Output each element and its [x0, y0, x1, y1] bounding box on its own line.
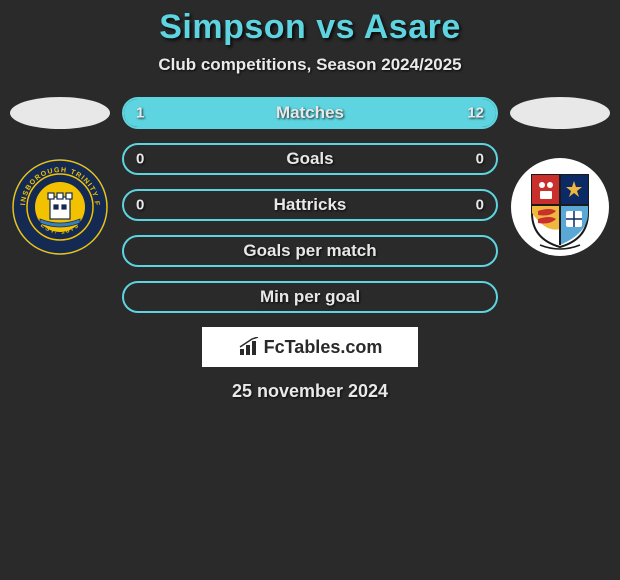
- date-text: 25 november 2024: [0, 381, 620, 402]
- gainsborough-crest-icon: GAINSBOROUGH TRINITY F.C. EST. 1873: [10, 157, 110, 257]
- stat-value-right: 0: [476, 151, 484, 168]
- stats-column: 1 Matches 12 0 Goals 0 0 Hattricks 0 Goa…: [118, 97, 502, 313]
- branding-box: FcTables.com: [202, 327, 418, 367]
- page-title: Simpson vs Asare: [0, 8, 620, 47]
- comparison-card: Simpson vs Asare Club competitions, Seas…: [0, 0, 620, 402]
- stat-row-goals: 0 Goals 0: [122, 143, 498, 175]
- stat-value-right: 0: [476, 197, 484, 214]
- stat-row-min-per-goal: Min per goal: [122, 281, 498, 313]
- stat-value-right: 12: [467, 105, 484, 122]
- stat-label: Min per goal: [124, 287, 496, 307]
- player-photo-placeholder: [510, 97, 610, 129]
- stat-row-matches: 1 Matches 12: [122, 97, 498, 129]
- right-club-crest: [510, 157, 610, 257]
- stat-row-goals-per-match: Goals per match: [122, 235, 498, 267]
- right-crest-icon: [510, 157, 610, 257]
- page-subtitle: Club competitions, Season 2024/2025: [0, 55, 620, 75]
- stat-label: Goals: [124, 149, 496, 169]
- comparison-layout: GAINSBOROUGH TRINITY F.C. EST. 1873: [0, 97, 620, 313]
- branding-text: FcTables.com: [264, 337, 383, 358]
- left-player-column: GAINSBOROUGH TRINITY F.C. EST. 1873: [10, 97, 110, 257]
- stat-label: Hattricks: [124, 195, 496, 215]
- bar-chart-icon: [238, 337, 262, 357]
- player-photo-placeholder: [10, 97, 110, 129]
- left-club-crest: GAINSBOROUGH TRINITY F.C. EST. 1873: [10, 157, 110, 257]
- right-player-column: [510, 97, 610, 257]
- stat-label: Goals per match: [124, 241, 496, 261]
- stat-label: Matches: [124, 103, 496, 123]
- stat-row-hattricks: 0 Hattricks 0: [122, 189, 498, 221]
